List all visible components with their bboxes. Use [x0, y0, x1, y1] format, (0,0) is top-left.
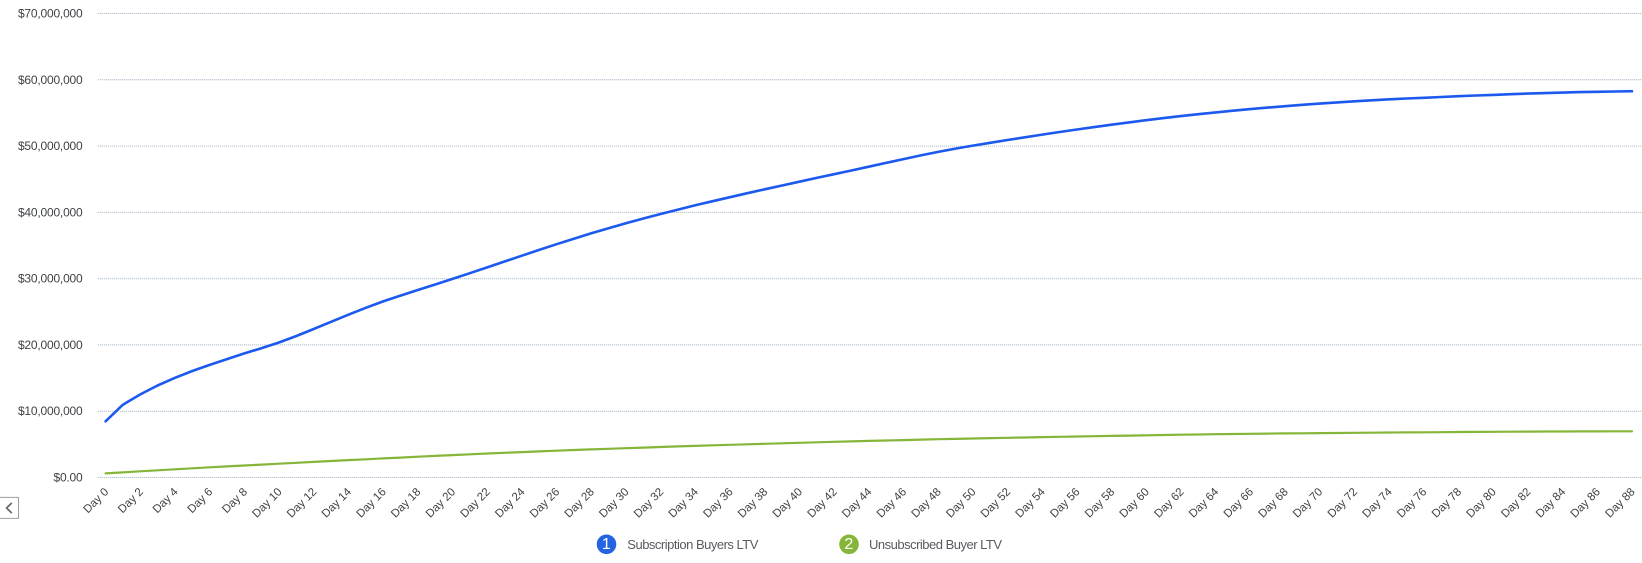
svg-text:$40,000,000: $40,000,000 [18, 205, 83, 219]
svg-text:2: 2 [844, 536, 853, 553]
svg-text:$20,000,000: $20,000,000 [18, 338, 83, 352]
svg-text:$50,000,000: $50,000,000 [18, 139, 83, 153]
svg-text:$60,000,000: $60,000,000 [18, 73, 83, 87]
svg-text:$30,000,000: $30,000,000 [18, 272, 83, 286]
svg-text:Unsubscribed Buyer LTV: Unsubscribed Buyer LTV [869, 537, 1002, 552]
svg-text:Subscription Buyers LTV: Subscription Buyers LTV [627, 537, 758, 552]
svg-text:$70,000,000: $70,000,000 [18, 7, 83, 21]
svg-text:$0.00: $0.00 [53, 471, 83, 485]
svg-text:$10,000,000: $10,000,000 [18, 404, 83, 418]
svg-text:1: 1 [602, 536, 611, 553]
